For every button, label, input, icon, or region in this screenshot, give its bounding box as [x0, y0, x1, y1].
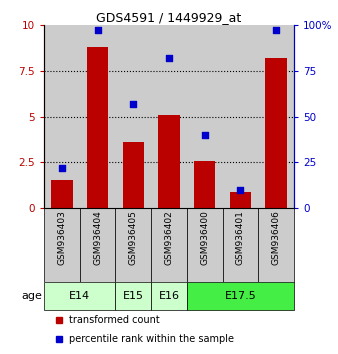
Bar [223, 25, 258, 208]
Bar [151, 208, 187, 282]
Text: GSM936401: GSM936401 [236, 211, 245, 266]
Bar [151, 25, 187, 208]
Bar [44, 208, 80, 282]
Bar [230, 192, 251, 208]
Bar [123, 142, 144, 208]
Point [238, 187, 243, 193]
Point [202, 132, 208, 138]
Bar [223, 208, 258, 282]
Bar [151, 282, 187, 310]
Point [95, 28, 100, 33]
Text: GSM936403: GSM936403 [57, 211, 66, 266]
Bar [115, 208, 151, 282]
Text: E17.5: E17.5 [224, 291, 256, 301]
Bar [194, 161, 215, 208]
Text: GSM936400: GSM936400 [200, 211, 209, 266]
Bar [187, 25, 223, 208]
Bar [115, 282, 151, 310]
Text: age: age [21, 291, 42, 301]
Text: E15: E15 [123, 291, 144, 301]
Text: GSM936405: GSM936405 [129, 211, 138, 266]
Bar [258, 208, 294, 282]
Bar [115, 25, 151, 208]
Bar [80, 208, 115, 282]
Bar [187, 282, 294, 310]
Bar [44, 25, 80, 208]
Point [166, 55, 172, 61]
Title: GDS4591 / 1449929_at: GDS4591 / 1449929_at [96, 11, 242, 24]
Bar [187, 208, 223, 282]
Point [130, 101, 136, 107]
Bar [51, 180, 73, 208]
Bar [158, 115, 180, 208]
Point [59, 165, 65, 171]
Text: GSM936404: GSM936404 [93, 211, 102, 265]
Bar [80, 25, 115, 208]
Text: GSM936402: GSM936402 [165, 211, 173, 265]
Text: transformed count: transformed count [69, 315, 160, 325]
Bar [265, 58, 287, 208]
Text: E16: E16 [159, 291, 179, 301]
Bar [44, 282, 115, 310]
Bar [87, 47, 108, 208]
Text: percentile rank within the sample: percentile rank within the sample [69, 334, 234, 344]
Text: E14: E14 [69, 291, 90, 301]
Text: GSM936406: GSM936406 [272, 211, 281, 266]
Point [273, 28, 279, 33]
Bar [258, 25, 294, 208]
